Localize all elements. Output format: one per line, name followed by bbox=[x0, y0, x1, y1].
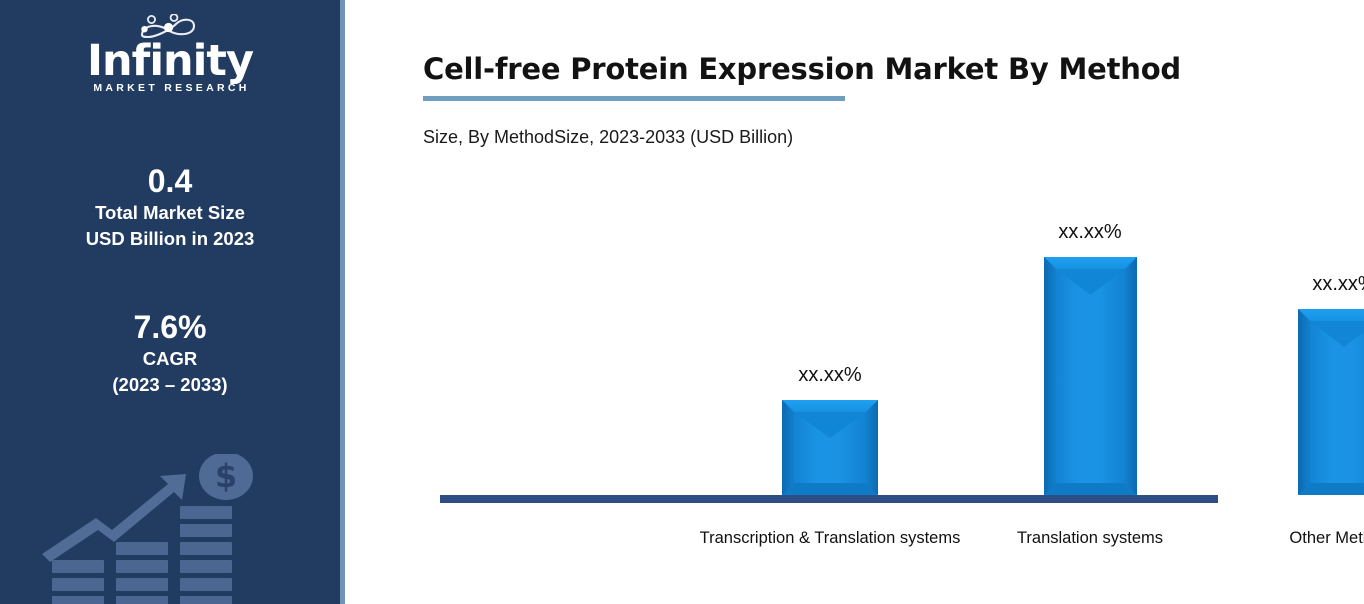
bar-2[interactable] bbox=[1043, 257, 1137, 495]
infinity-people-icon bbox=[80, 13, 260, 48]
chart-subtitle: Size, By MethodSize, 2023-2033 (USD Bill… bbox=[423, 127, 794, 147]
bar-chart: xx.xx% xx.xx% xx.xx% Transcription & Trans… bbox=[345, 0, 1364, 604]
x-axis-line bbox=[440, 495, 1218, 503]
cagr-label-2: (2023 – 2033) bbox=[112, 374, 228, 395]
logo-tagline: MARKET RESEARCH bbox=[93, 82, 250, 94]
cagr-label-1: CAGR bbox=[142, 348, 198, 369]
brand-logo[interactable]: Infinity MARKET RESEARCH bbox=[0, 13, 340, 94]
market-size-label-2: USD Billion in 2023 bbox=[85, 228, 255, 249]
svg-text:$: $ bbox=[215, 457, 237, 495]
bar-bevel bbox=[782, 400, 878, 495]
logo-wordmark: Infinity bbox=[87, 36, 254, 86]
sidebar: Infinity MARKET RESEARCH 0.4 Total Marke… bbox=[0, 0, 345, 604]
bar-value-label-1: xx.xx% bbox=[798, 364, 862, 386]
main-panel: Cell-free Protein Expression Market By M… bbox=[345, 0, 1364, 604]
bar-bevel bbox=[1043, 257, 1137, 495]
dollar-coin-icon: $ bbox=[199, 452, 253, 500]
category-label-3: Other Methods bbox=[1289, 529, 1364, 547]
market-size-label-1: Total Market Size bbox=[95, 202, 245, 223]
bar-value-label-3: xx.xx% bbox=[1312, 273, 1364, 295]
stat-market-size: 0.4 Total Market Size USD Billion in 202… bbox=[0, 162, 340, 252]
cagr-value: 7.6% bbox=[133, 309, 207, 345]
bar-1[interactable] bbox=[782, 400, 878, 495]
bar-value-label-2: xx.xx% bbox=[1058, 221, 1122, 243]
title-underline-rule bbox=[423, 96, 845, 101]
market-size-value: 0.4 bbox=[147, 163, 193, 199]
category-label-2: Translation systems bbox=[1016, 529, 1164, 547]
growth-arrow-coins-graphic: $ bbox=[40, 452, 300, 604]
bar-3[interactable] bbox=[1298, 309, 1364, 495]
category-label-1: Transcription & Translation systems bbox=[699, 529, 961, 547]
sidebar-edge-stripe bbox=[340, 0, 345, 604]
bar-face bbox=[1043, 257, 1137, 495]
chart-title: Cell-free Protein Expression Market By M… bbox=[423, 52, 1181, 87]
bar-bevel bbox=[1298, 309, 1364, 495]
stat-cagr: 7.6% CAGR (2023 – 2033) bbox=[0, 308, 340, 398]
